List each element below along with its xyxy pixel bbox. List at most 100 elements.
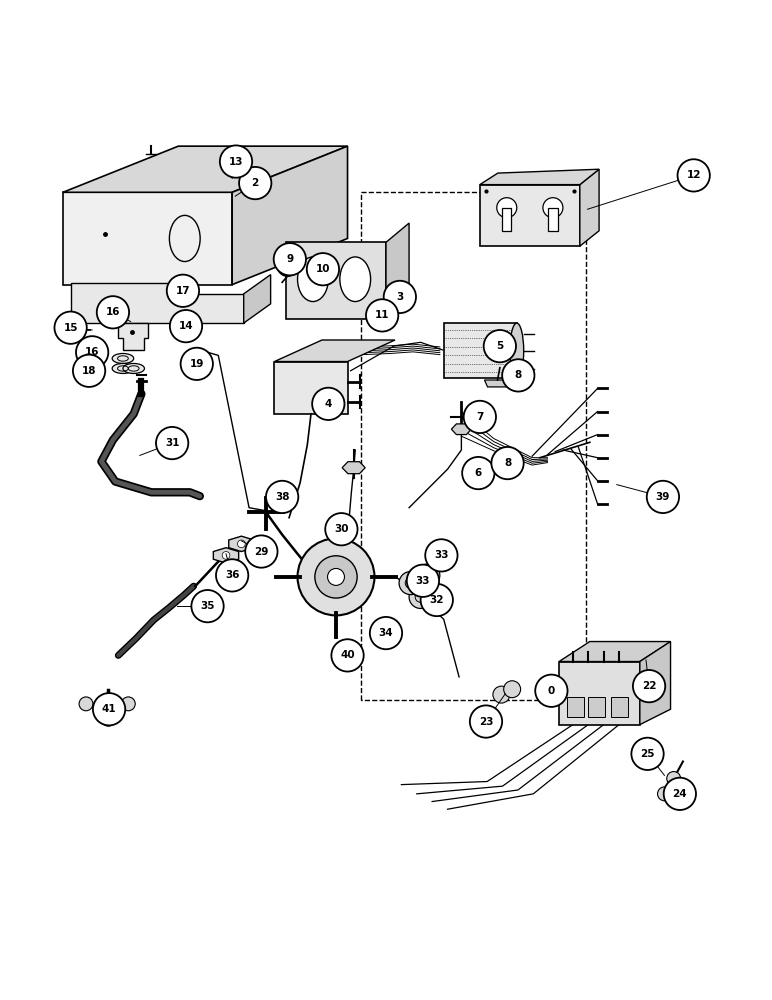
Circle shape	[484, 330, 516, 362]
Polygon shape	[559, 662, 640, 725]
Text: 9: 9	[286, 254, 293, 264]
Polygon shape	[480, 185, 580, 246]
Text: 39: 39	[655, 492, 670, 502]
Text: 7: 7	[476, 412, 483, 422]
Circle shape	[156, 427, 188, 459]
Circle shape	[370, 617, 402, 649]
Circle shape	[331, 639, 364, 672]
Text: 13: 13	[229, 157, 243, 167]
Circle shape	[216, 559, 249, 592]
Text: 8: 8	[504, 458, 511, 468]
Circle shape	[535, 675, 567, 707]
Polygon shape	[118, 323, 148, 350]
Circle shape	[462, 457, 494, 489]
Circle shape	[543, 198, 563, 218]
Circle shape	[297, 538, 374, 615]
Circle shape	[239, 167, 272, 199]
Text: 38: 38	[275, 492, 290, 502]
Circle shape	[417, 564, 440, 587]
Circle shape	[496, 198, 516, 218]
Text: 30: 30	[334, 524, 349, 534]
Text: 16: 16	[85, 347, 100, 357]
Polygon shape	[485, 380, 510, 387]
Circle shape	[181, 348, 213, 380]
Ellipse shape	[337, 653, 350, 663]
Text: 8: 8	[515, 370, 522, 380]
Ellipse shape	[123, 363, 144, 373]
Ellipse shape	[340, 257, 371, 302]
Polygon shape	[559, 642, 671, 662]
Circle shape	[366, 299, 398, 332]
Text: 23: 23	[479, 717, 493, 727]
Bar	[611, 697, 628, 717]
Circle shape	[167, 275, 199, 307]
Text: 36: 36	[225, 570, 239, 580]
Circle shape	[503, 681, 520, 698]
Bar	[567, 697, 584, 717]
Text: 16: 16	[106, 307, 120, 317]
Ellipse shape	[297, 257, 328, 302]
Polygon shape	[548, 208, 557, 231]
Polygon shape	[640, 642, 671, 725]
Polygon shape	[229, 536, 254, 552]
Circle shape	[678, 159, 709, 192]
Polygon shape	[502, 208, 511, 231]
Text: 25: 25	[640, 749, 655, 759]
Circle shape	[540, 682, 560, 702]
Circle shape	[306, 253, 339, 285]
Circle shape	[464, 401, 496, 433]
Polygon shape	[480, 169, 599, 185]
Polygon shape	[70, 283, 244, 323]
Circle shape	[312, 388, 344, 420]
Polygon shape	[63, 146, 347, 192]
Circle shape	[315, 556, 357, 598]
Circle shape	[220, 145, 252, 178]
Circle shape	[421, 584, 453, 616]
Circle shape	[502, 359, 534, 392]
Polygon shape	[275, 362, 347, 414]
Circle shape	[470, 705, 502, 738]
Circle shape	[631, 738, 664, 770]
Circle shape	[647, 481, 679, 513]
Circle shape	[93, 693, 125, 725]
Polygon shape	[232, 146, 347, 285]
Text: 40: 40	[340, 650, 355, 660]
Circle shape	[266, 481, 298, 513]
Text: 31: 31	[165, 438, 179, 448]
Circle shape	[76, 336, 108, 368]
Text: 2: 2	[252, 178, 259, 188]
Text: 22: 22	[642, 681, 656, 691]
Ellipse shape	[510, 323, 523, 378]
Text: 3: 3	[396, 292, 404, 302]
Circle shape	[384, 281, 416, 313]
Text: 33: 33	[434, 550, 449, 560]
Text: 41: 41	[102, 704, 117, 714]
Circle shape	[191, 590, 224, 622]
Circle shape	[492, 447, 523, 479]
Circle shape	[493, 686, 510, 703]
Text: 15: 15	[63, 323, 78, 333]
Text: 11: 11	[375, 310, 389, 320]
Circle shape	[633, 670, 665, 702]
Circle shape	[238, 540, 245, 548]
Circle shape	[409, 585, 432, 608]
Polygon shape	[286, 242, 386, 319]
Text: 10: 10	[316, 264, 330, 274]
Text: 29: 29	[254, 547, 269, 557]
Polygon shape	[213, 548, 239, 563]
Circle shape	[55, 312, 86, 344]
Text: 24: 24	[672, 789, 687, 799]
Text: 0: 0	[548, 686, 555, 696]
Text: 34: 34	[379, 628, 393, 638]
Text: 35: 35	[200, 601, 215, 611]
Ellipse shape	[112, 353, 134, 363]
Text: 12: 12	[686, 170, 701, 180]
Circle shape	[222, 552, 230, 559]
Text: 18: 18	[82, 366, 96, 376]
Text: 4: 4	[324, 399, 332, 409]
Polygon shape	[386, 223, 409, 319]
Polygon shape	[342, 462, 365, 474]
Ellipse shape	[112, 363, 134, 373]
Polygon shape	[580, 169, 599, 246]
Circle shape	[73, 355, 105, 387]
